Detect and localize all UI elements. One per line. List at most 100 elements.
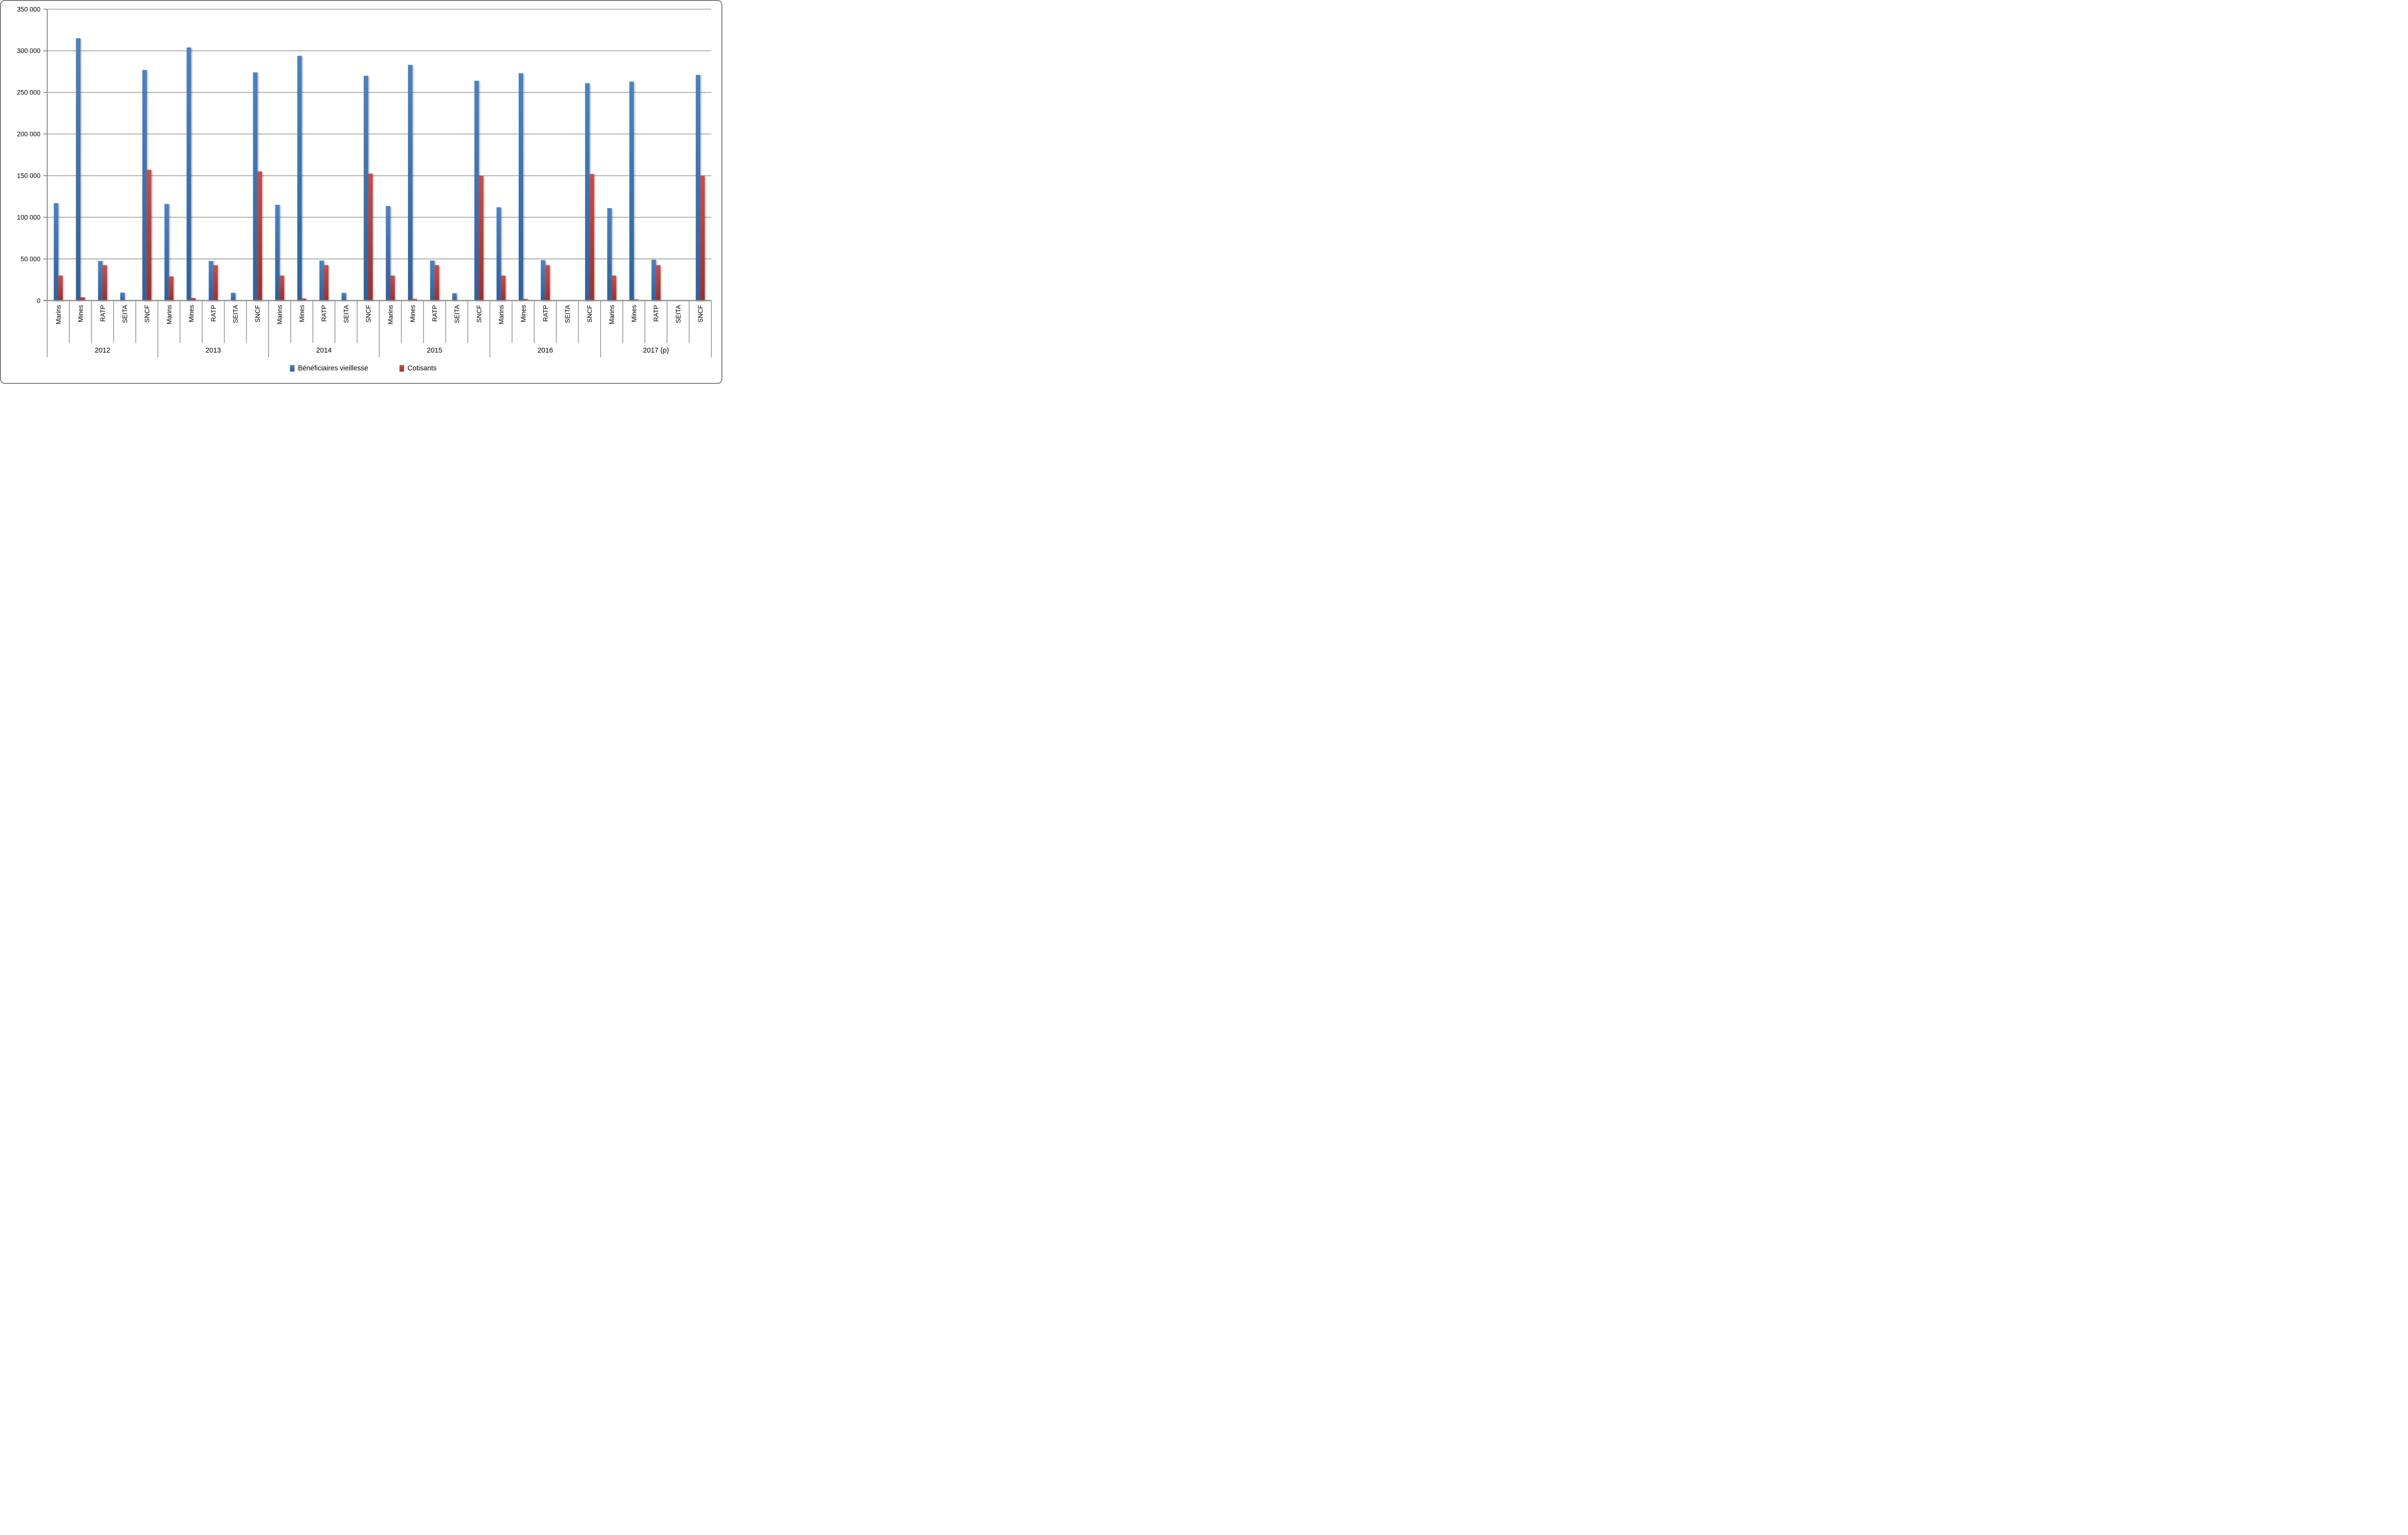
category-label: SNCF [697,305,704,323]
year-label: 2013 [206,347,221,354]
pension-regimes-bar-chart: 0 50 000 100 000 150 000 200 000 250 000 300 0… [17,6,712,372]
category-label: Marins [166,305,173,325]
y-axis-label: 0 [37,297,40,304]
bar-cotisants-2015-sncf [479,175,484,301]
bar-cotisants-2012-sncf [146,170,152,301]
bar-beneficiaires-vieillesse-2013-sncf [253,72,258,301]
category-label: SEITA [564,305,571,323]
category-label: Mines [299,305,306,322]
category-label: SNCF [254,305,262,323]
bar-cotisants-2014-ratp [324,265,328,301]
y-axis-label: 250 000 [17,89,40,96]
bar-cotisants-2013-marins [169,276,174,301]
legend-swatch-cotisants [399,365,405,372]
category-label: SEITA [232,305,239,323]
y-axis-label: 200 000 [17,131,40,138]
bar-beneficiaires-vieillesse-2014-mines [297,55,302,301]
category-label: Marins [276,305,284,325]
bar-cotisants-2013-ratp [213,265,218,301]
legend-label: Bénéficiaires vieillesse [298,365,368,372]
bar-beneficiaires-vieillesse-2015-ratp [430,261,435,301]
y-axis-label: 300 000 [17,47,40,54]
bar-cotisants-2017-sncf [700,175,705,301]
category-label: RATP [431,305,438,322]
category-label: SNCF [365,305,372,323]
category-label: Marins [608,305,615,325]
bar-beneficiaires-vieillesse-2012-seita [120,292,125,301]
bar-beneficiaires-vieillesse-2012-sncf [142,70,147,301]
year-label: 2012 [95,347,110,354]
bar-cotisants-2015-ratp [434,265,439,301]
bar-beneficiaires-vieillesse-2017-sncf [695,75,701,301]
year-label: 2014 [316,347,331,354]
y-axis-label: 350 000 [17,6,40,13]
legend-item-cotisants: Cotisants [399,365,437,372]
bar-beneficiaires-vieillesse-2014-ratp [319,261,324,301]
category-label: Mines [520,305,527,322]
category-label: RATP [210,305,217,322]
year-label: 2015 [427,347,442,354]
category-label: SNCF [586,305,593,323]
legend-swatch-beneficiaires-vieillesse [290,365,295,372]
bar-cotisants-2014-sncf [368,173,373,301]
bar-beneficiaires-vieillesse-2015-marins [386,206,391,301]
bar-cotisants-2015-mines [412,299,417,301]
bar-beneficiaires-vieillesse-2015-mines [408,65,413,301]
bar-beneficiaires-vieillesse-2017-mines [629,81,634,301]
bar-cotisants-2016-mines [523,299,528,301]
bar-beneficiaires-vieillesse-2013-mines [186,47,191,301]
bar-beneficiaires-vieillesse-2013-ratp [209,261,213,301]
bar-beneficiaires-vieillesse-2012-mines [76,38,80,301]
bar-beneficiaires-vieillesse-2014-sncf [364,76,368,301]
bar-cotisants-2012-ratp [102,265,107,301]
bar-beneficiaires-vieillesse-2014-marins [275,205,280,301]
bar-beneficiaires-vieillesse-2015-sncf [474,80,479,301]
bar-cotisants-2013-mines [191,298,196,301]
y-axis-label: 100 000 [17,214,40,221]
category-label: Mines [630,305,638,322]
bar-beneficiaires-vieillesse-2016-mines [518,73,523,301]
bar-cotisants-2014-marins [279,276,284,301]
category-label: Mines [77,305,84,322]
legend-item-beneficiaires-vieillesse: Bénéficiaires vieillesse [290,365,368,372]
category-label: Mines [188,305,195,322]
bar-cotisants-2015-marins [390,276,395,301]
y-axis-label: 150 000 [17,172,40,180]
category-label: SEITA [453,305,460,323]
bar-beneficiaires-vieillesse-2013-seita [231,292,236,301]
y-axis-label: 50 000 [21,255,40,262]
category-label: SNCF [144,305,151,323]
bar-cotisants-2013-sncf [257,171,262,301]
category-label: RATP [542,305,549,322]
bar-beneficiaires-vieillesse-2017-marins [607,208,612,301]
bar-beneficiaires-vieillesse-2013-marins [164,204,169,301]
category-label: RATP [653,305,660,322]
bar-beneficiaires-vieillesse-2012-marins [53,203,58,301]
category-label: SEITA [121,305,129,323]
year-label: 2016 [537,347,553,354]
category-label: Marins [497,305,505,325]
category-label: Mines [409,305,416,322]
bar-cotisants-2017-ratp [656,265,661,301]
bar-beneficiaires-vieillesse-2014-seita [341,293,346,301]
bar-beneficiaires-vieillesse-2015-seita [452,293,457,301]
bar-cotisants-2016-ratp [545,265,550,301]
chart-frame: 0 50 000 100 000 150 000 200 000 250 000 300 0… [0,0,722,384]
bar-beneficiaires-vieillesse-2016-ratp [540,260,546,301]
category-label: SEITA [675,305,682,323]
bar-cotisants-2016-marins [501,276,506,301]
year-label: 2017 (p) [643,347,669,354]
category-label: Marins [387,305,394,325]
category-label: Marins [55,305,62,325]
bar-beneficiaires-vieillesse-2012-ratp [98,261,103,301]
category-label: SEITA [343,305,350,323]
category-label: RATP [321,305,328,322]
bar-cotisants-2016-sncf [589,174,594,301]
bar-cotisants-2017-marins [612,276,616,301]
bar-cotisants-2017-mines [634,299,639,301]
bar-beneficiaires-vieillesse-2016-marins [497,207,501,301]
category-label: SNCF [475,305,483,323]
bar-cotisants-2012-mines [80,297,85,301]
bar-cotisants-2012-marins [58,276,63,301]
bar-beneficiaires-vieillesse-2017-ratp [651,260,656,301]
